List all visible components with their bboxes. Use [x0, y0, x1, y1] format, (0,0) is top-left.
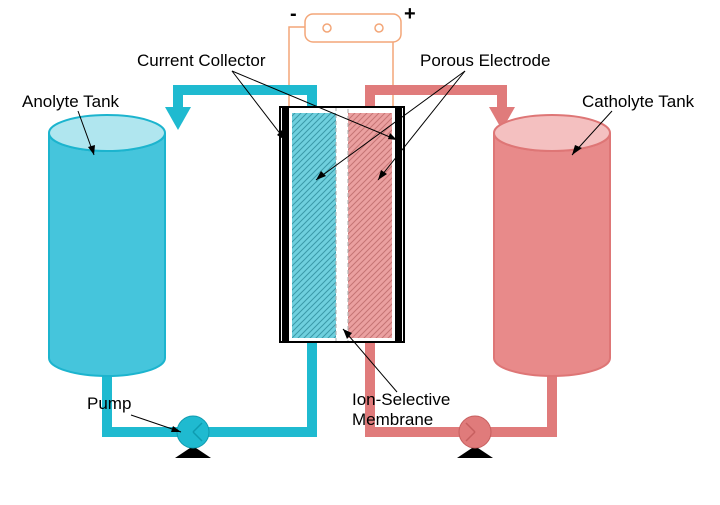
arrowhead-anolyte-top — [165, 107, 191, 130]
pump-label: Pump — [87, 394, 131, 413]
anolyte-tank — [49, 115, 165, 376]
cell-stack — [280, 107, 404, 342]
membrane-label-1: Ion-Selective — [352, 390, 450, 409]
plus-sign: + — [404, 3, 416, 25]
membrane-label-2: Membrane — [352, 410, 433, 429]
catholyte-tank-label: Catholyte Tank — [582, 92, 695, 111]
pump-catholyte — [457, 416, 493, 458]
ion-selective-membrane — [336, 107, 348, 342]
current-collector-right — [395, 107, 402, 342]
porous-electrode-anolyte — [292, 113, 336, 338]
anolyte-tank-label: Anolyte Tank — [22, 92, 120, 111]
pump-anolyte — [175, 416, 211, 458]
porous-electrode-label: Porous Electrode — [420, 51, 550, 70]
pipe-anolyte-top — [178, 90, 312, 120]
minus-sign: - — [290, 3, 297, 25]
current-collector-left — [282, 107, 289, 342]
current-collector-label: Current Collector — [137, 51, 266, 70]
load-box — [305, 14, 401, 42]
porous-electrode-catholyte — [348, 113, 392, 338]
catholyte-tank — [494, 115, 610, 376]
